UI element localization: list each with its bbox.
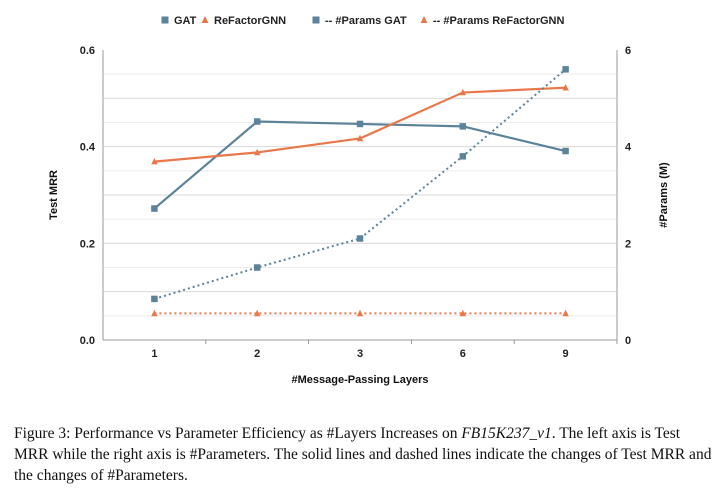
data-point: [420, 16, 428, 23]
y2-ticks: 0 2 4 6: [625, 45, 632, 347]
data-point: [356, 235, 364, 242]
data-point: [356, 309, 364, 317]
data-point: [151, 309, 158, 317]
data-point: [151, 295, 158, 303]
data-point: [562, 309, 569, 317]
x-tick-label: 2: [254, 348, 260, 360]
data-point: [253, 309, 261, 317]
data-point: [459, 88, 467, 96]
data-point: [253, 148, 261, 156]
series-group: [151, 66, 569, 317]
y-tick-label: 0.2: [80, 238, 95, 250]
data-point: [459, 153, 467, 160]
figure-caption: Figure 3: Performance vs Parameter Effic…: [14, 423, 714, 486]
x-tick-label: 3: [357, 348, 363, 360]
y2-tick-label: 4: [625, 142, 632, 154]
x-axis-label: #Message-Passing Layers: [292, 374, 429, 386]
x-tick-label: 1: [151, 348, 157, 360]
data-point: [459, 123, 467, 130]
y2-tick-label: 0: [625, 335, 631, 347]
data-point: [201, 16, 209, 23]
y2-axis-label: #Params (M): [658, 162, 670, 228]
y-tick-label: 0.0: [80, 335, 95, 347]
legend-label: -- #Params GAT: [325, 15, 407, 27]
data-point: [151, 205, 158, 212]
y-ticks: 0.0 0.2 0.4 0.6: [80, 45, 96, 347]
data-point: [253, 264, 261, 271]
legend-label: ReFactorGNN: [214, 15, 286, 27]
y-axis-label: Test MRR: [48, 170, 60, 220]
y2-tick-label: 2: [625, 238, 631, 250]
data-point: [356, 134, 364, 142]
data-point: [161, 16, 169, 24]
data-point: [459, 309, 467, 317]
legend-label: -- #Params ReFactorGNN: [433, 15, 564, 27]
data-point: [312, 16, 320, 24]
y2-tick-label: 6: [625, 45, 631, 57]
series-line: [154, 68, 567, 300]
data-point: [151, 157, 158, 165]
data-point: [356, 120, 364, 128]
data-point: [562, 66, 569, 73]
caption-prefix: Figure 3: Performance vs Parameter Effic…: [14, 425, 462, 442]
x-tick-label: 9: [563, 348, 569, 360]
y-tick-label: 0.6: [80, 45, 95, 57]
caption-suffix: . The left axis is Test MRR while the ri…: [14, 425, 712, 484]
data-point: [562, 83, 569, 91]
legend: GAT ReFactorGNN -- #Params GAT -- #Params R…: [161, 15, 564, 27]
y-tick-label: 0.4: [80, 142, 96, 154]
legend-label: GAT: [174, 15, 197, 27]
grid-lines: [103, 73, 617, 317]
chart: 0.0 0.2 0.4 0.6 0 2 4 6 1 2 3 6 9 GAT ReFactorGNN --…: [48, 15, 670, 386]
x-tick-label: 6: [460, 348, 466, 360]
data-point: [562, 147, 569, 155]
x-ticks: 1 2 3 6 9: [151, 340, 618, 360]
caption-dataset: FB15K237_v1: [461, 425, 552, 442]
data-point: [253, 118, 261, 125]
